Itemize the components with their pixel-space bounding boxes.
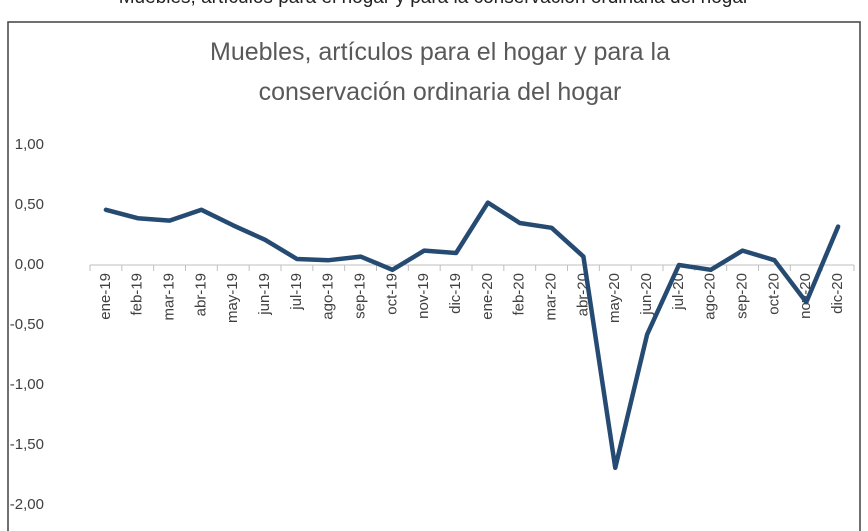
x-tick-label: abr-19 [192, 273, 209, 316]
x-tick-label: jun-20 [638, 273, 655, 316]
caption: Muebles, artículos para el hogar y para … [0, 0, 868, 9]
y-tick-label: 0,00 [15, 256, 44, 273]
x-tick-label: mar-20 [543, 273, 560, 321]
x-tick-label: jul-20 [670, 273, 687, 311]
x-tick-label: nov-19 [415, 273, 432, 319]
series-line [103, 200, 841, 471]
chart-title: Muebles, artículos para el hogar y para … [210, 38, 670, 106]
x-tick-label: jun-19 [256, 273, 273, 316]
y-tick-label: 1,00 [15, 136, 44, 153]
x-tick-label: mar-19 [161, 273, 178, 321]
x-tick-label: may-19 [224, 273, 241, 323]
x-tick-label: dic-20 [829, 273, 846, 314]
x-tick-label: sep-20 [734, 273, 751, 319]
x-tick-label: ene-20 [479, 273, 496, 320]
x-tick-label: sep-19 [352, 273, 369, 319]
x-tick-label: oct-19 [383, 273, 400, 315]
chart-frame [7, 21, 861, 531]
x-tick-label: dic-19 [447, 273, 464, 314]
x-tick-label: jul-19 [288, 273, 305, 311]
x-tick-label: oct-20 [765, 273, 782, 315]
y-tick-label: 0,50 [15, 196, 44, 213]
y-tick-label: -1,00 [10, 376, 44, 393]
x-tick-label: ago-19 [320, 273, 337, 320]
y-tick-label: -1,50 [10, 436, 44, 453]
x-tick-label: ene-19 [97, 273, 114, 320]
x-tick-label: feb-19 [129, 273, 146, 316]
y-tick-label: -2,00 [10, 496, 44, 513]
x-tick-label: nov-20 [797, 273, 814, 319]
x-tick-label: may-20 [606, 273, 623, 323]
x-tick-label: ago-20 [702, 273, 719, 320]
x-tick-label: feb-20 [511, 273, 528, 316]
y-tick-label: -0,50 [10, 316, 44, 333]
